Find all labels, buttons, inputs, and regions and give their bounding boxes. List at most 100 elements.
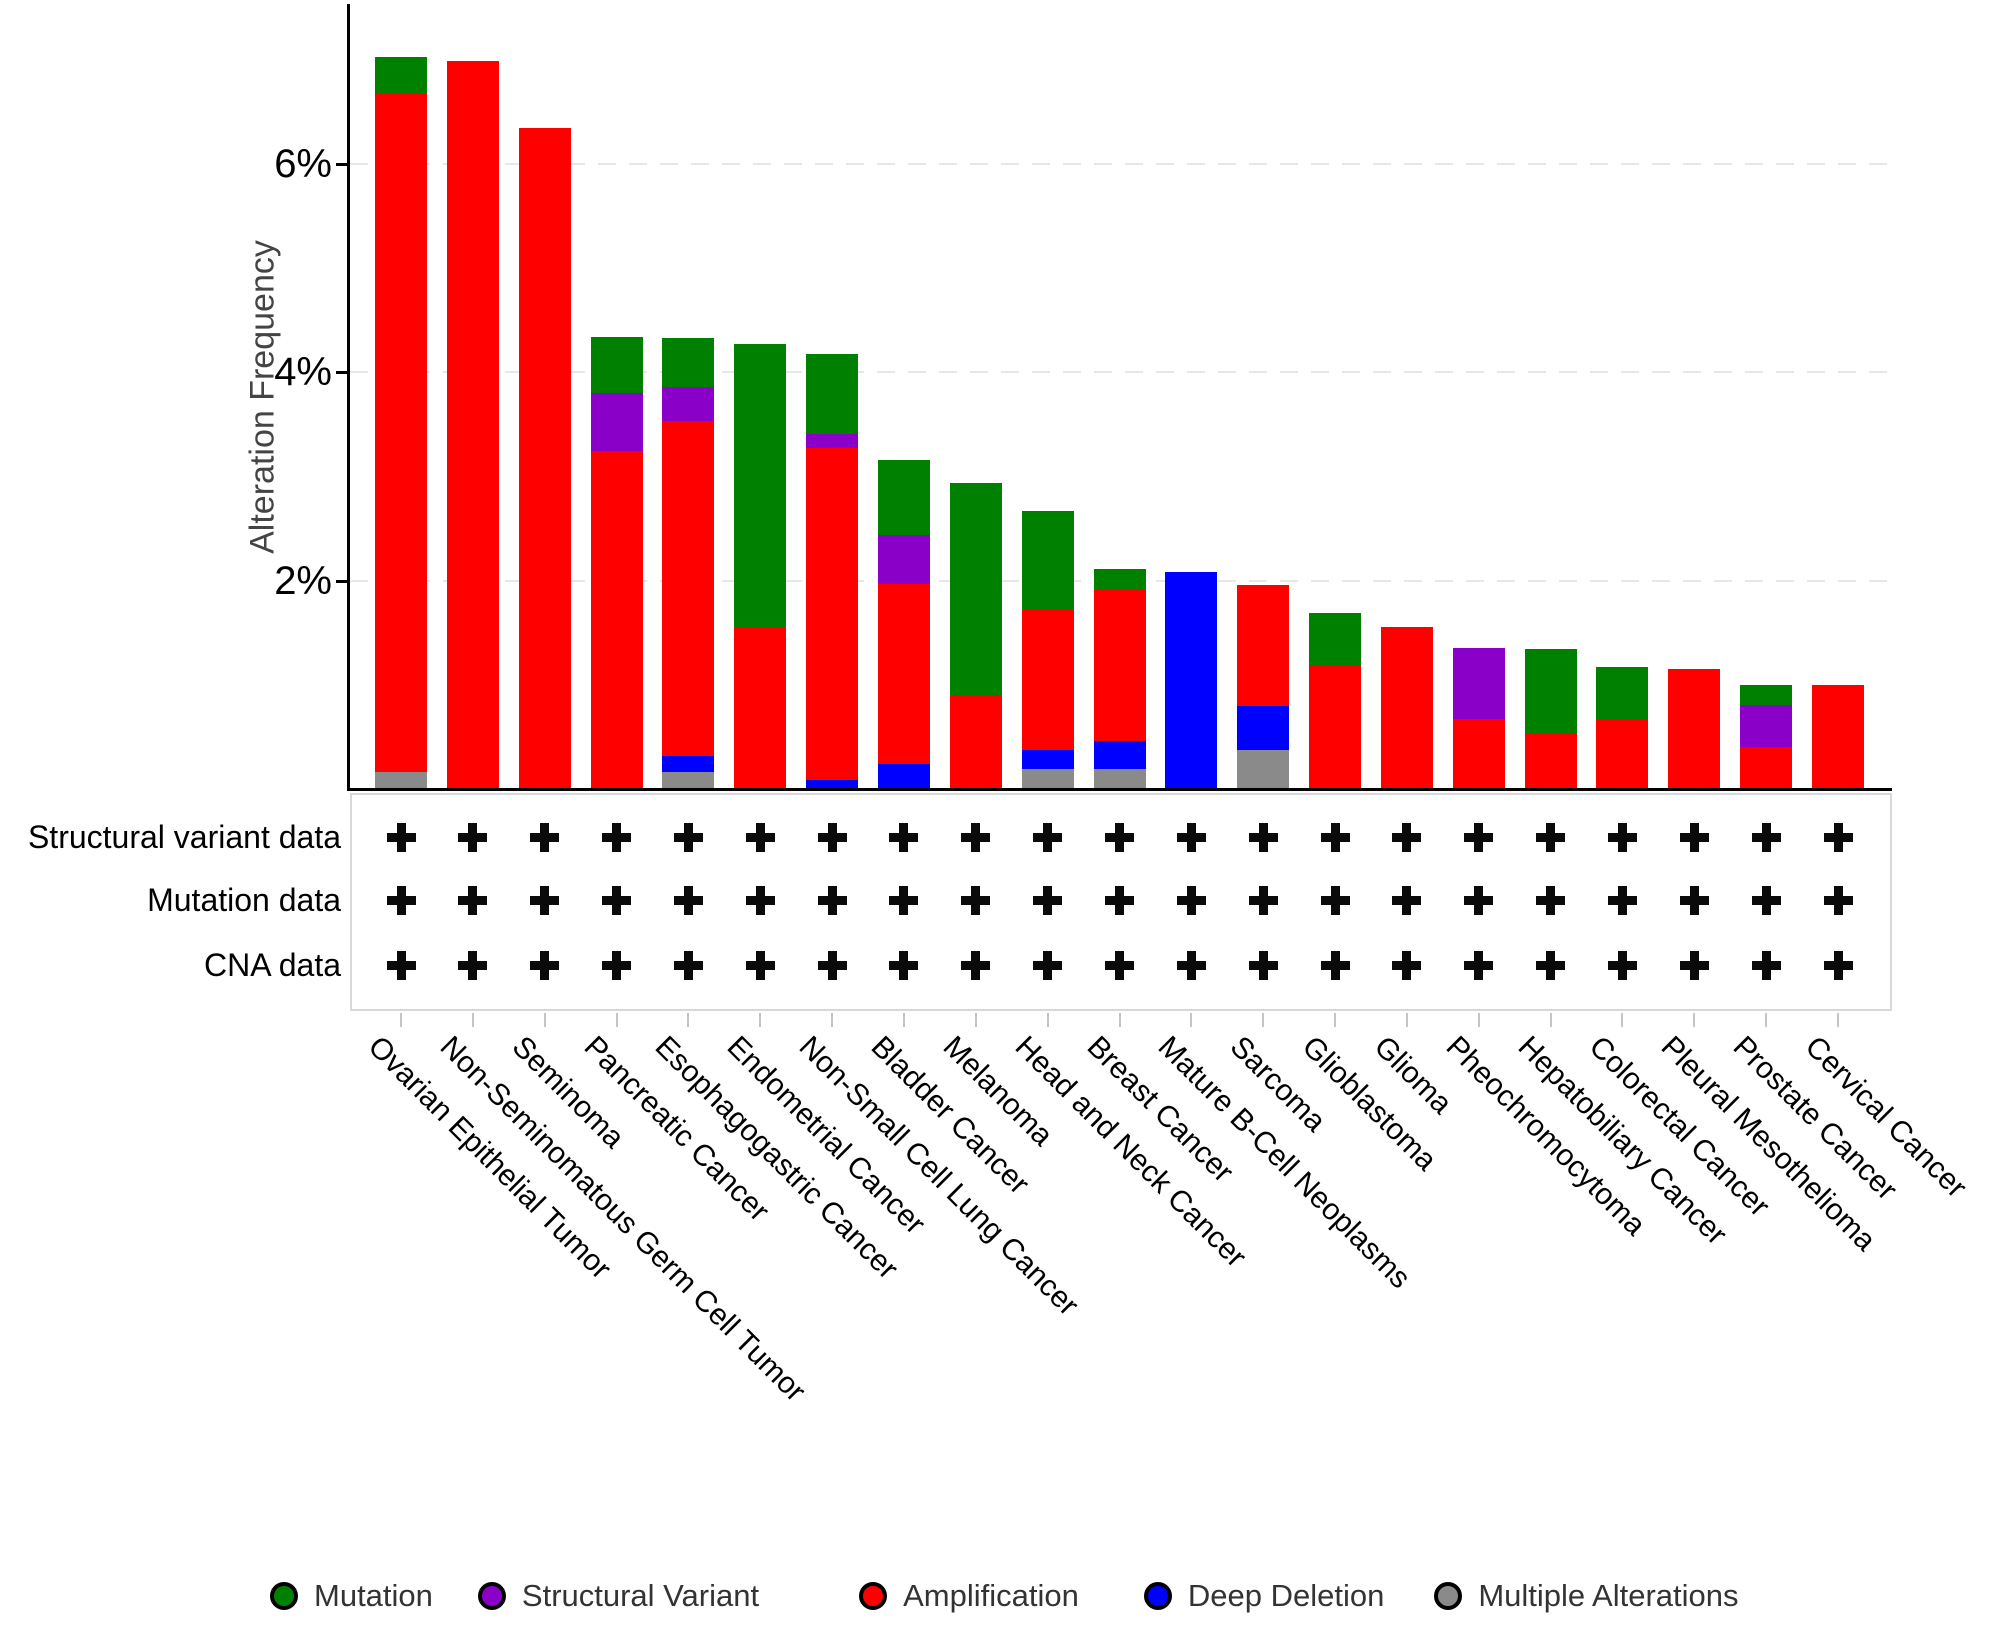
bar-ovarian-epithelial-tumor: [375, 57, 427, 790]
bar-segment-structural-variant[interactable]: [806, 433, 859, 448]
plus-icon: [1536, 822, 1566, 852]
bar-segment-amplification[interactable]: [446, 61, 499, 790]
bar-segment-amplification[interactable]: [375, 92, 427, 773]
bar-segment-amplification[interactable]: [590, 450, 643, 790]
plus-icon: [458, 822, 488, 852]
bar-segment-mutation[interactable]: [662, 337, 715, 388]
bar-glioblastoma: [1309, 612, 1362, 790]
plus-icon: [386, 822, 416, 852]
x-tick-mark: [471, 1013, 474, 1027]
bar-segment-deep-deletion[interactable]: [1165, 571, 1218, 790]
legend-dot-deep-deletion-icon: [1143, 1582, 1172, 1610]
plus-icon: [1033, 950, 1063, 980]
y-tick-mark: [336, 371, 350, 375]
bar-segment-deep-deletion[interactable]: [1093, 740, 1146, 770]
bar-melanoma: [949, 483, 1002, 790]
plus-icon: [1248, 822, 1278, 852]
track-label-structural-variant-data: Structural variant data: [27, 819, 341, 855]
x-tick-mark: [974, 1013, 977, 1027]
plus-icon: [530, 822, 560, 852]
plus-icon: [1033, 885, 1063, 915]
y-axis-title: Alteration Frequency: [243, 240, 282, 554]
bar-segment-amplification[interactable]: [662, 421, 715, 756]
bar-segment-mutation[interactable]: [877, 460, 930, 536]
bar-segment-mutation[interactable]: [949, 483, 1002, 695]
bar-segment-amplification[interactable]: [1237, 585, 1290, 707]
x-tick-mark: [1765, 1013, 1768, 1027]
bar-segment-amplification[interactable]: [1668, 668, 1721, 790]
bar-segment-amplification[interactable]: [1380, 627, 1433, 790]
bar-segment-multiple-alterations[interactable]: [662, 772, 715, 790]
bar-segment-structural-variant[interactable]: [1452, 648, 1505, 720]
legend-label: Deep Deletion: [1187, 1578, 1385, 1613]
bar-cervical-cancer: [1812, 684, 1864, 790]
plus-icon: [1033, 822, 1063, 852]
legend-item-deep-deletion: Deep Deletion: [1143, 1578, 1385, 1614]
bar-segment-mutation[interactable]: [1524, 649, 1577, 734]
bar-segment-mutation[interactable]: [590, 336, 643, 394]
x-tick-mark: [1118, 1013, 1121, 1027]
legend: Mutation Structural Variant Amplification D…: [270, 1573, 1739, 1619]
bar-segment-amplification[interactable]: [1524, 733, 1577, 790]
bar-segment-deep-deletion[interactable]: [1237, 706, 1290, 751]
bar-segment-deep-deletion[interactable]: [877, 763, 930, 790]
legend-dot-mutation-icon: [270, 1582, 298, 1610]
bar-segment-multiple-alterations[interactable]: [1237, 750, 1290, 790]
bar-segment-structural-variant[interactable]: [590, 393, 643, 451]
bar-segment-multiple-alterations[interactable]: [1021, 769, 1074, 790]
bar-segment-mutation[interactable]: [375, 57, 427, 93]
x-tick-mark: [902, 1013, 905, 1027]
bar-bladder-cancer: [877, 460, 930, 790]
bar-segment-structural-variant[interactable]: [877, 535, 930, 585]
x-tick-mark: [1837, 1013, 1839, 1027]
bar-segment-mutation[interactable]: [1309, 612, 1362, 665]
bar-segment-mutation[interactable]: [806, 353, 859, 434]
x-tick-mark: [687, 1013, 690, 1027]
bar-non-small-cell-lung-cancer: [806, 353, 859, 790]
plus-icon: [1607, 885, 1637, 915]
bar-segment-structural-variant[interactable]: [662, 387, 715, 422]
plus-icon: [817, 885, 847, 915]
plus-icon: [889, 950, 919, 980]
bar-segment-mutation[interactable]: [734, 344, 787, 629]
bar-pheochromocytoma: [1452, 648, 1505, 790]
bar-segment-amplification[interactable]: [949, 695, 1002, 790]
bar-segment-amplification[interactable]: [806, 447, 859, 780]
x-axis-line: [347, 788, 1892, 791]
bar-segment-amplification[interactable]: [877, 584, 930, 764]
bar-segment-deep-deletion[interactable]: [806, 779, 859, 790]
bar-segment-multiple-alterations[interactable]: [375, 772, 427, 790]
bar-segment-amplification[interactable]: [734, 628, 787, 790]
plus-icon: [530, 950, 560, 980]
legend-item-multiple-alterations: Multiple Alterations: [1434, 1578, 1739, 1614]
plus-icon: [1105, 822, 1134, 852]
bar-segment-structural-variant[interactable]: [1740, 705, 1793, 748]
plus-icon: [745, 885, 775, 915]
bar-segment-deep-deletion[interactable]: [1021, 750, 1074, 770]
bar-segment-amplification[interactable]: [1021, 610, 1074, 751]
plus-icon: [1464, 822, 1494, 852]
bar-segment-amplification[interactable]: [518, 128, 571, 790]
bar-segment-amplification[interactable]: [1812, 684, 1864, 790]
bar-segment-mutation[interactable]: [1093, 568, 1146, 589]
legend-item-structural-variant: Structural Variant: [477, 1578, 760, 1614]
x-tick-mark: [615, 1013, 618, 1027]
plus-icon: [1679, 822, 1709, 852]
bar-segment-mutation[interactable]: [1740, 684, 1793, 706]
legend-label: Structural Variant: [521, 1578, 760, 1613]
plus-icon: [1823, 885, 1853, 915]
bar-segment-amplification[interactable]: [1596, 720, 1649, 790]
plus-icon: [1823, 950, 1853, 980]
bar-segment-mutation[interactable]: [1021, 511, 1074, 611]
bar-segment-amplification[interactable]: [1452, 719, 1505, 790]
bar-segment-amplification[interactable]: [1093, 588, 1146, 741]
bar-segment-mutation[interactable]: [1596, 666, 1649, 721]
bar-segment-amplification[interactable]: [1309, 664, 1362, 790]
bar-segment-multiple-alterations[interactable]: [1093, 769, 1146, 790]
plus-icon: [673, 950, 703, 980]
bar-segment-amplification[interactable]: [1740, 747, 1793, 790]
plus-icon: [1751, 822, 1781, 852]
bar-segment-deep-deletion[interactable]: [662, 755, 715, 773]
plus-icon: [961, 885, 991, 915]
y-tick-label: 4%: [274, 350, 332, 395]
